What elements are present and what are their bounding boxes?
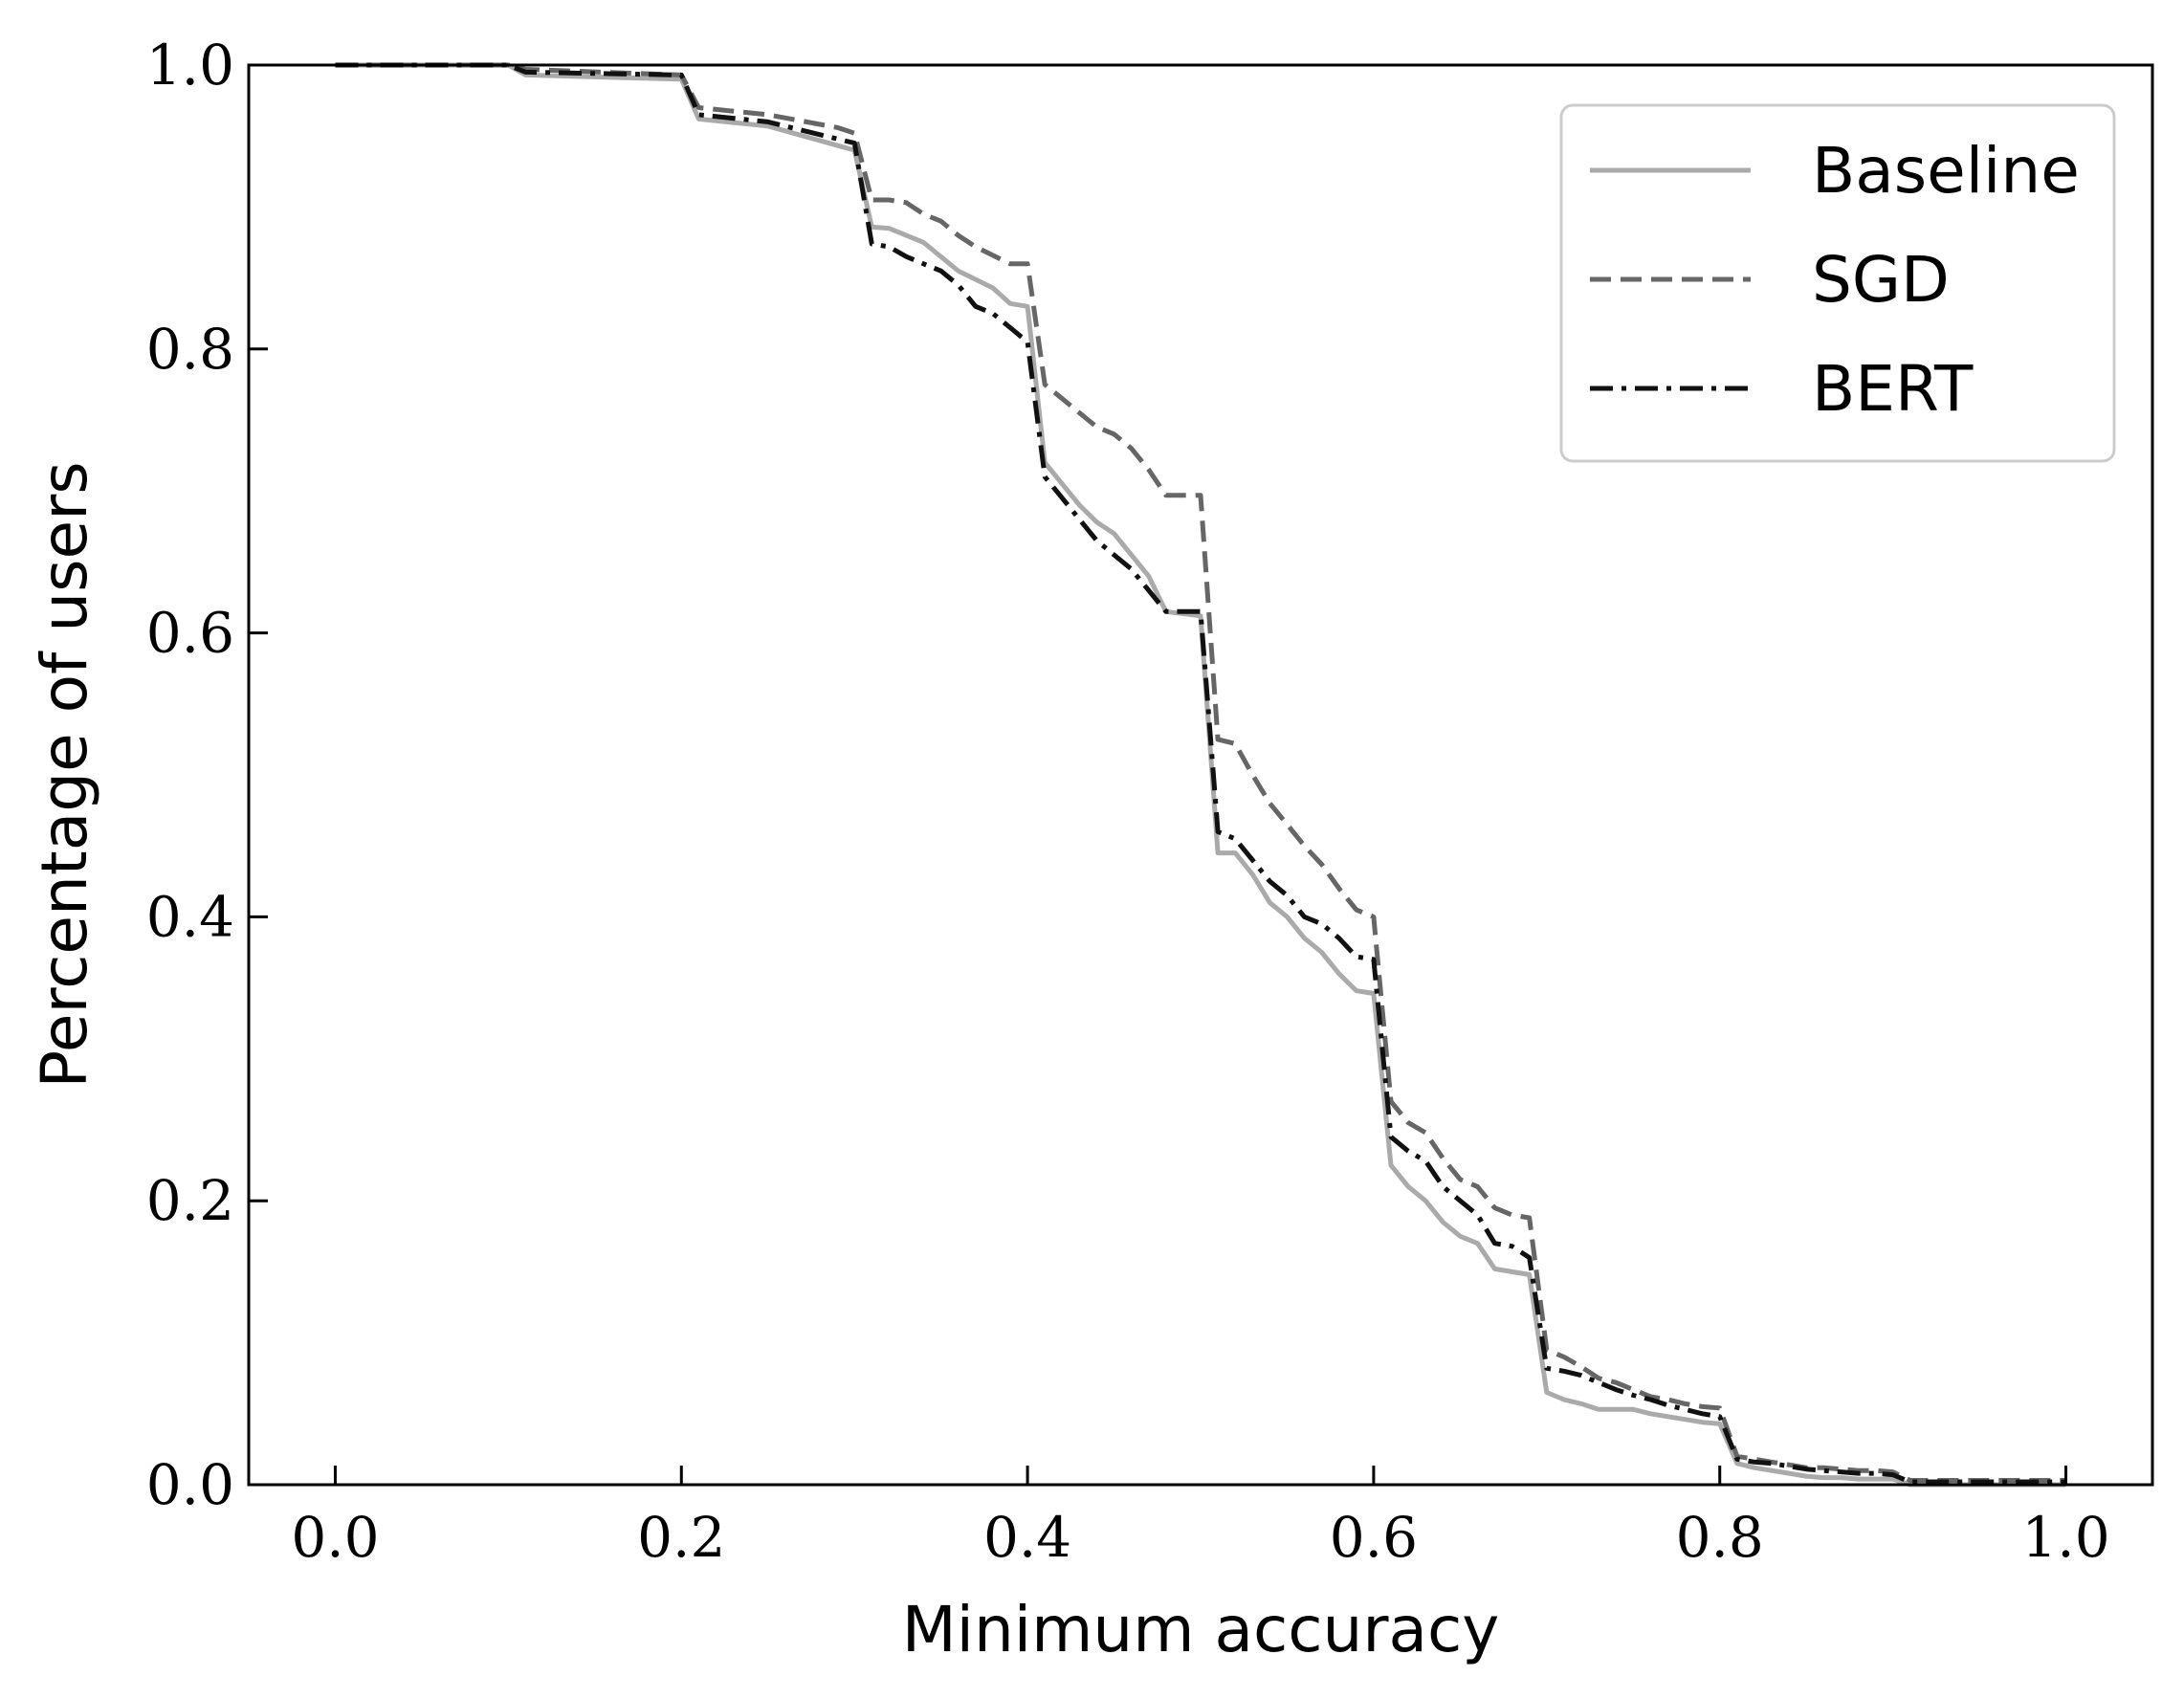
x-tick-label: 0.4 — [983, 1505, 1071, 1570]
x-axis-label: Minimum accuracy — [902, 1593, 1500, 1666]
y-tick-label: 1.0 — [146, 33, 234, 98]
x-tick-label: 0.0 — [291, 1505, 379, 1570]
series-line-baseline — [335, 62, 2066, 1488]
y-axis-label: Percentage of users — [28, 461, 101, 1088]
y-tick-label: 0.0 — [146, 1452, 234, 1517]
y-tick-label: 0.6 — [146, 601, 234, 666]
x-tick-label: 0.2 — [637, 1505, 725, 1570]
y-tick-label: 0.8 — [146, 317, 234, 382]
y-tick-label: 0.2 — [146, 1168, 234, 1233]
legend-box — [1559, 103, 2116, 463]
x-tick-label: 0.6 — [1330, 1505, 1418, 1570]
legend-label-sgd: SGD — [1812, 243, 1950, 317]
series-line-sgd — [335, 62, 2066, 1483]
legend-label-baseline: Baseline — [1812, 134, 2080, 208]
legend-label-bert: BERT — [1812, 352, 1974, 426]
x-tick-label: 0.8 — [1676, 1505, 1764, 1570]
plot-frame — [247, 63, 2154, 1487]
y-tick-label: 0.4 — [146, 884, 234, 949]
x-tick-label: 1.0 — [2021, 1505, 2109, 1570]
ticks-layer: 0.0 0.2 0.4 0.6 0.8 1.0 0.0 0.2 0.4 0.6 0.8 1.0 — [146, 33, 2110, 1570]
series-line-bert — [335, 62, 2066, 1485]
series-layer — [335, 62, 2066, 1488]
legend: Baseline SGD BERT — [1559, 103, 2116, 463]
